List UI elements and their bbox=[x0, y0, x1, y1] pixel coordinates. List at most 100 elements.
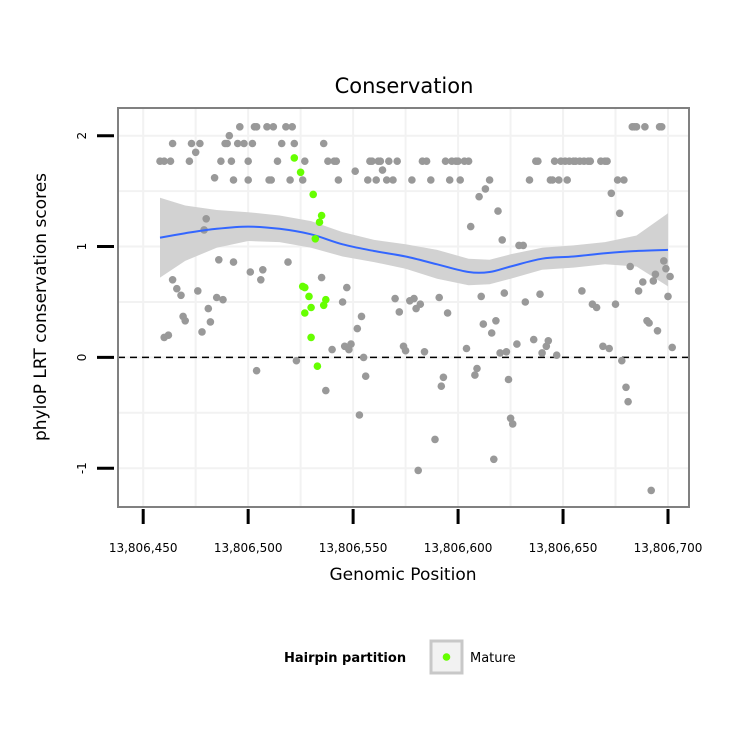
data-point bbox=[435, 293, 444, 302]
data-point bbox=[364, 176, 372, 184]
y-tick-label: 0 bbox=[75, 354, 89, 362]
data-point bbox=[624, 397, 632, 406]
data-point bbox=[456, 176, 465, 184]
data-point bbox=[328, 345, 336, 354]
confidence-band bbox=[160, 197, 668, 287]
data-point bbox=[252, 123, 261, 131]
y-axis-title: phyloP LRT conservation scores bbox=[31, 173, 51, 441]
legend-key-mature bbox=[442, 653, 451, 661]
data-point bbox=[555, 176, 563, 184]
data-point bbox=[273, 157, 282, 165]
data-point bbox=[181, 317, 189, 325]
data-point bbox=[529, 335, 538, 344]
data-point bbox=[244, 157, 252, 165]
plot-panel bbox=[118, 108, 689, 507]
data-point bbox=[605, 344, 613, 353]
data-point bbox=[322, 386, 330, 395]
data-point bbox=[288, 123, 297, 131]
data-point bbox=[592, 303, 601, 312]
data-point bbox=[454, 157, 462, 165]
data-point bbox=[668, 343, 676, 352]
data-point bbox=[611, 300, 620, 309]
data-point bbox=[639, 278, 647, 286]
data-point bbox=[319, 139, 328, 148]
data-point bbox=[236, 123, 244, 131]
data-point bbox=[466, 222, 475, 231]
legend: Hairpin partition Mature bbox=[284, 639, 516, 675]
data-point bbox=[223, 139, 231, 148]
data-point bbox=[544, 337, 553, 345]
data-point bbox=[372, 176, 381, 184]
data-point bbox=[215, 255, 223, 264]
data-point bbox=[521, 298, 530, 306]
data-point bbox=[385, 157, 393, 165]
data-point bbox=[286, 176, 294, 184]
data-point bbox=[393, 157, 402, 165]
data-point bbox=[641, 123, 649, 131]
data-point bbox=[210, 174, 219, 182]
data-point bbox=[664, 292, 672, 301]
data-point bbox=[496, 349, 504, 357]
data-point bbox=[347, 340, 355, 348]
data-point bbox=[634, 287, 643, 295]
data-point bbox=[401, 346, 410, 355]
x-tick-label: 13,806,450 bbox=[109, 541, 178, 555]
data-point bbox=[259, 266, 267, 274]
data-point bbox=[177, 291, 185, 300]
data-point bbox=[607, 189, 616, 198]
y-tick-label: -1 bbox=[75, 462, 89, 474]
data-point bbox=[191, 148, 200, 157]
data-point bbox=[615, 209, 624, 218]
data-point bbox=[410, 294, 418, 303]
mature-data-point bbox=[296, 168, 305, 177]
mature-data-point bbox=[305, 292, 313, 301]
data-point bbox=[332, 157, 341, 165]
x-tick-label: 13,806,500 bbox=[214, 541, 283, 555]
data-point bbox=[477, 292, 486, 301]
data-point bbox=[618, 356, 626, 365]
mature-data-point bbox=[290, 154, 299, 162]
data-point bbox=[525, 176, 534, 184]
data-point bbox=[233, 139, 242, 148]
data-point bbox=[657, 123, 666, 131]
data-point bbox=[538, 349, 546, 357]
data-point bbox=[513, 340, 521, 348]
data-point bbox=[502, 348, 511, 356]
data-point bbox=[613, 176, 622, 184]
data-point bbox=[194, 287, 202, 295]
data-point bbox=[443, 309, 452, 317]
data-point bbox=[263, 123, 271, 131]
data-point bbox=[334, 176, 343, 184]
data-point bbox=[202, 215, 210, 223]
data-point bbox=[548, 176, 557, 184]
data-point bbox=[391, 294, 399, 303]
grid-lines bbox=[118, 108, 689, 507]
data-point bbox=[660, 257, 668, 265]
data-point bbox=[298, 176, 307, 184]
data-point bbox=[550, 157, 559, 165]
data-point bbox=[212, 293, 221, 302]
data-point bbox=[357, 312, 366, 321]
data-point bbox=[248, 139, 257, 148]
mature-points bbox=[290, 154, 330, 371]
x-tick-label: 13,806,650 bbox=[529, 541, 598, 555]
data-point bbox=[653, 327, 662, 335]
data-point bbox=[343, 283, 351, 292]
data-point bbox=[422, 157, 431, 165]
data-point bbox=[166, 157, 175, 165]
data-point bbox=[240, 139, 248, 148]
smooth-trend-line bbox=[159, 225, 669, 274]
mature-data-point bbox=[309, 190, 318, 199]
data-point bbox=[416, 300, 425, 309]
mature-data-point bbox=[322, 295, 330, 304]
data-point bbox=[338, 298, 347, 306]
data-point bbox=[603, 157, 611, 165]
data-point bbox=[536, 290, 544, 299]
data-point bbox=[395, 308, 404, 316]
data-point bbox=[168, 139, 177, 148]
data-point bbox=[351, 167, 360, 175]
data-point bbox=[504, 375, 513, 384]
data-point bbox=[187, 139, 196, 148]
data-point bbox=[217, 157, 225, 165]
